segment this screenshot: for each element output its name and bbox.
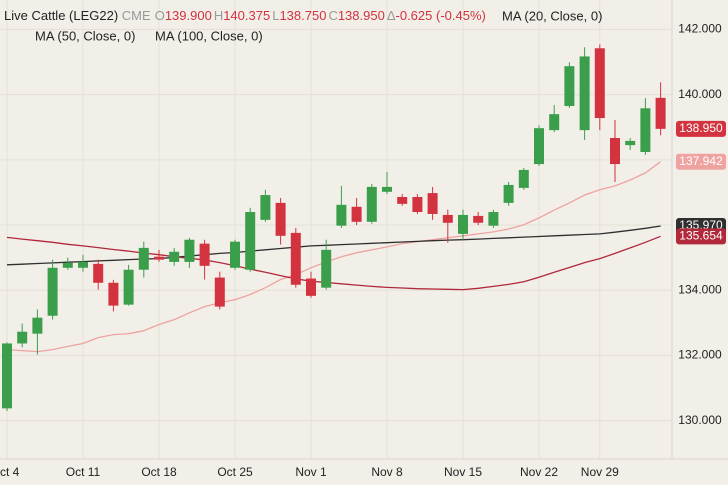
candle-body	[138, 247, 149, 270]
readout-value: 139.900	[165, 8, 212, 23]
price-box	[676, 228, 726, 245]
candle-body	[184, 239, 195, 262]
candle-body	[154, 256, 164, 260]
x-tick-label: Nov 22	[520, 465, 558, 479]
candle-body	[214, 277, 225, 307]
plot	[0, 0, 672, 459]
readout-value: 140.375	[223, 8, 270, 23]
x-tick-label: ct 4	[0, 465, 20, 479]
candle-body	[199, 243, 210, 266]
header: Live Cattle (LEG22) CME O139.900 H140.375 L…	[4, 8, 486, 23]
price-box	[676, 120, 726, 137]
y-tick-label: 140.000	[678, 87, 722, 101]
readout-key: O	[155, 8, 165, 23]
readout-key: L	[272, 8, 279, 23]
candle-body	[351, 206, 362, 222]
candle-body	[47, 267, 58, 316]
exchange: CME	[122, 8, 151, 23]
candle-body	[503, 184, 514, 203]
x-tick-label: Oct 18	[141, 465, 177, 479]
candle-body	[62, 262, 73, 268]
ma-line	[6, 235, 661, 291]
ma-line	[6, 225, 661, 266]
y-tick-label: 134.000	[678, 282, 722, 296]
candle-body	[78, 261, 88, 268]
candle-body	[427, 193, 438, 214]
candle-body	[458, 214, 468, 234]
legend-entry: MA (20, Close, 0)	[502, 8, 602, 23]
candle-body	[655, 97, 666, 129]
readout-key: H	[214, 8, 223, 23]
candle-body	[579, 56, 590, 131]
x-tick-label: Nov 29	[581, 465, 619, 479]
candle-body	[518, 169, 529, 188]
x-tick-label: Oct 11	[66, 465, 101, 479]
candle-body	[442, 214, 453, 223]
candle-body	[488, 212, 499, 226]
candle-body	[275, 202, 286, 236]
x-tick-label: Nov 8	[371, 465, 403, 479]
readout-value: 138.750	[279, 8, 326, 23]
candle-body	[108, 282, 119, 306]
candle-body	[473, 215, 484, 223]
candle-body	[382, 186, 392, 192]
x-tick-label: Nov 1	[295, 465, 327, 479]
candle-body	[321, 249, 332, 288]
candle-body	[549, 114, 560, 131]
x-tick-label: Nov 15	[444, 465, 482, 479]
candle-body	[366, 186, 377, 222]
candle-body	[306, 278, 316, 296]
candle-body	[625, 140, 636, 146]
legend-entry: MA (50, Close, 0)	[35, 28, 135, 43]
x-tick-label: Oct 25	[217, 465, 253, 479]
candle-body	[93, 263, 104, 283]
candle-body	[169, 251, 180, 262]
candle-body	[564, 66, 575, 107]
candle-body	[123, 269, 134, 305]
candle-body	[290, 232, 301, 285]
candle-body	[594, 48, 605, 119]
candle-body	[230, 241, 240, 268]
candle-body	[336, 204, 347, 226]
readout-key: C	[328, 8, 337, 23]
legend-entry: MA (100, Close, 0)	[155, 28, 263, 43]
candle-body	[245, 212, 256, 270]
y-tick-label: 130.000	[678, 413, 722, 427]
ma-line	[6, 161, 661, 353]
candle-body	[397, 197, 408, 204]
readout-value: 138.950	[338, 8, 385, 23]
candle-body	[17, 331, 28, 344]
candle-body	[260, 195, 271, 220]
price-box-label: 135.654	[679, 229, 723, 243]
title: Live Cattle (LEG22)	[4, 8, 118, 23]
change-symbol: Δ	[387, 8, 396, 23]
candle-body	[2, 343, 12, 409]
candle-body	[610, 137, 620, 165]
y-tick-label: 132.000	[678, 348, 722, 362]
price-box	[676, 153, 726, 170]
candle-body	[412, 197, 423, 213]
candle-body	[32, 317, 43, 334]
price-box-label: 138.950	[679, 121, 723, 135]
y-tick-label: 142.000	[678, 22, 722, 36]
change: -0.625 (-0.45%)	[396, 8, 486, 23]
candle-body	[534, 128, 544, 165]
price-box-label: 137.942	[679, 154, 723, 168]
candle-body	[640, 108, 651, 152]
